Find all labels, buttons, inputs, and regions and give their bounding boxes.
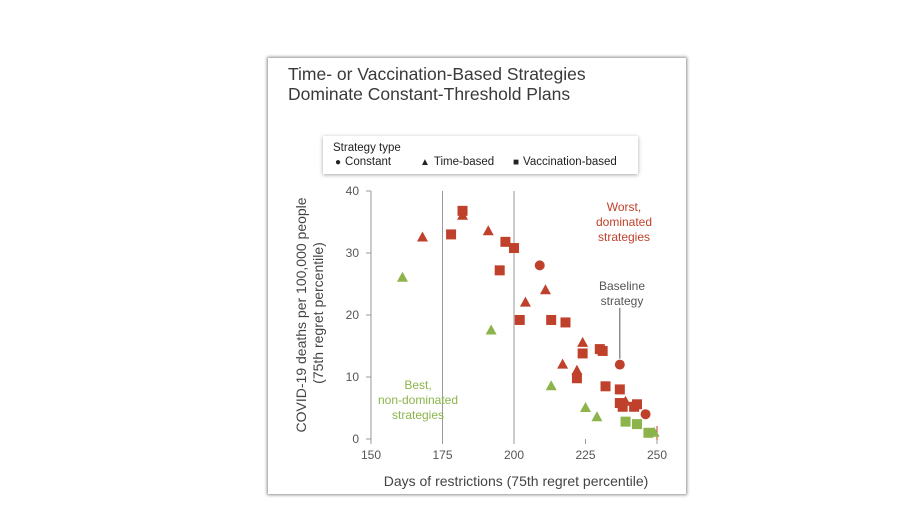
x-axis-label: Days of restrictions (75th regret percen…	[384, 473, 649, 489]
y-axis-label-line-2: (75th regret percentile)	[310, 242, 326, 384]
circle-icon: ●	[335, 157, 342, 168]
y-tick-label: 40	[346, 184, 360, 198]
vaccination-based-point	[614, 384, 625, 395]
time-based-point	[571, 364, 583, 375]
baseline-annotation: Baseline strategy	[599, 279, 645, 308]
time-based-point	[557, 358, 569, 369]
time-based-point	[519, 296, 531, 307]
triangle-icon: ▲	[420, 157, 430, 168]
chart-title: Time- or Vaccination-Based Strategies Do…	[288, 64, 586, 104]
x-tick-label: 175	[432, 448, 452, 462]
vaccination-based-point	[446, 229, 457, 240]
vaccination-based-point	[546, 314, 557, 325]
y-tick-label: 30	[346, 246, 360, 260]
x-tick-label: 250	[647, 448, 667, 462]
worst-annotation: Worst, dominated strategies	[596, 200, 652, 244]
constant-point	[640, 409, 651, 420]
legend-label: Constant	[345, 156, 392, 168]
vaccination-based-point	[600, 381, 611, 392]
x-tick-label: 150	[361, 448, 381, 462]
square-icon: ■	[513, 157, 520, 168]
vaccination-based-point	[494, 265, 505, 276]
vaccination-based-point	[643, 427, 654, 438]
vaccination-based-point	[457, 205, 468, 216]
time-based-point	[416, 231, 428, 242]
time-based-point	[539, 284, 551, 295]
legend-item-time-based: ▲ Time-based	[420, 156, 494, 168]
vaccination-based-point	[514, 314, 525, 325]
vaccination-based-point	[617, 401, 628, 412]
time-based-point	[482, 225, 494, 236]
legend-label: Time-based	[433, 156, 495, 168]
vaccination-based-point	[597, 345, 608, 356]
vaccination-based-point	[571, 373, 582, 384]
time-based-point	[580, 402, 591, 412]
constant-point	[534, 260, 545, 271]
y-tick-label: 10	[346, 370, 360, 384]
y-tick-label: 0	[352, 432, 359, 446]
time-based-point	[577, 336, 589, 347]
x-tick-label: 200	[504, 448, 524, 462]
legend-item-vaccination-based: ■ Vaccination-based	[513, 156, 617, 168]
axis-ticks: 0 10 20 30 40 150 175 200 225 250	[346, 184, 668, 462]
scatter-plot: 0 10 20 30 40 150 175 200 225 250 COVID-19 deaths…	[293, 184, 668, 489]
vaccination-based-point	[560, 317, 571, 328]
time-based-point	[485, 324, 497, 335]
data-points	[396, 205, 660, 438]
vaccination-based-point	[509, 243, 519, 254]
y-tick-label: 20	[346, 308, 360, 322]
vaccination-based-point	[631, 419, 642, 430]
vaccination-based-point	[631, 399, 642, 410]
legend: Strategy type ● Constant ▲ Time-based ■ Vac…	[323, 136, 638, 174]
legend-label: Vaccination-based	[523, 156, 617, 168]
chart-card: Time- or Vaccination-Based Strategies Do…	[268, 58, 686, 494]
x-tick-label: 225	[575, 448, 595, 462]
vaccination-based-point	[577, 348, 588, 359]
legend-item-constant: ● Constant	[335, 156, 391, 168]
vaccination-based-point	[500, 236, 511, 247]
constant-point	[614, 359, 625, 370]
y-axis-label: COVID-19 deaths per 100,000 people (75th…	[293, 194, 326, 433]
time-based-point	[396, 271, 408, 282]
legend-title: Strategy type	[333, 142, 401, 154]
time-based-point	[591, 411, 603, 422]
annotations: Worst, dominated strategies Baseline strateg…	[378, 200, 658, 440]
best-annotation: Best, non-dominated strategies	[378, 378, 458, 422]
y-axis-label-line-1: COVID-19 deaths per 100,000 people	[293, 197, 309, 432]
time-based-point	[545, 380, 557, 391]
vaccination-based-point	[620, 416, 631, 427]
